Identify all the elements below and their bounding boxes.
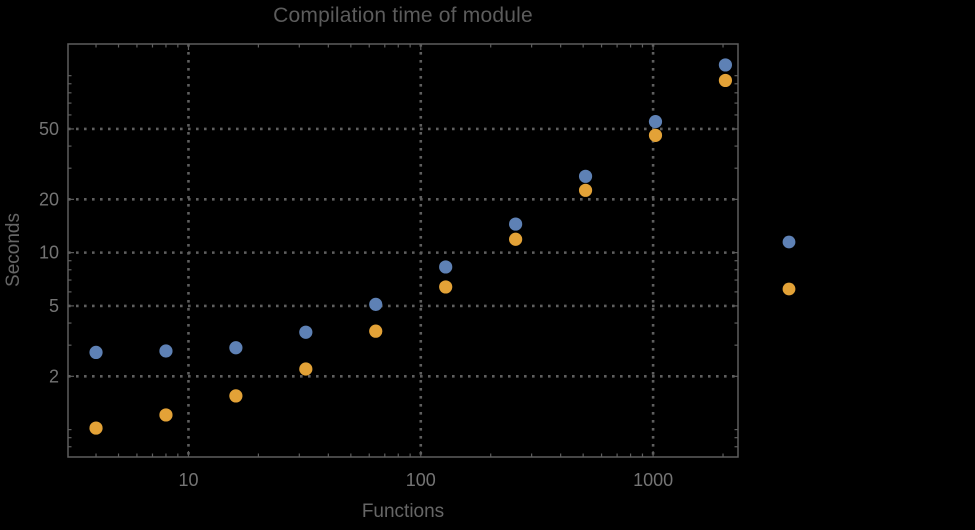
data-point-series-blue-x4 (89, 345, 103, 360)
y-tick-label-20: 20 (39, 189, 59, 209)
data-point-series-blue-x64 (369, 297, 383, 311)
data-point-series-blue-x512 (578, 169, 593, 183)
data-point-series-orange-x8 (159, 408, 173, 422)
data-point-series-orange-x16 (229, 389, 243, 403)
data-point-series-orange-x32 (299, 362, 313, 376)
x-tick-label-10: 10 (178, 470, 198, 490)
y-tick-label-50: 50 (39, 119, 59, 139)
y-tick-label-5: 5 (49, 296, 59, 316)
chart-title: Compilation time of module (273, 4, 533, 27)
y-axis-label: Seconds (3, 213, 24, 287)
data-point-series-blue-x32 (299, 325, 313, 339)
x-axis-label: Functions (361, 501, 445, 522)
data-point-series-blue-x1024 (648, 115, 663, 129)
plot-frame (67, 43, 739, 458)
y-tick-label-2: 2 (49, 366, 59, 386)
data-point-series-orange-x1024 (648, 128, 663, 142)
x-tick-label-100: 100 (406, 470, 436, 490)
y-tick-label-10: 10 (39, 243, 59, 263)
data-point-series-orange-x256 (509, 232, 523, 246)
data-point-series-orange-x4 (89, 421, 103, 435)
x-tick-label-1000: 1000 (633, 470, 673, 490)
data-point-series-blue-x256 (509, 217, 523, 231)
data-point-series-blue-x8 (159, 344, 173, 358)
data-point-series-orange-x64 (369, 324, 383, 338)
data-point-series-orange-x128 (439, 280, 453, 294)
legend-marker-1 (782, 235, 796, 249)
data-point-series-blue-x128 (439, 260, 453, 274)
data-point-series-blue-x16 (229, 341, 243, 355)
legend-marker-2 (782, 282, 796, 296)
data-point-series-orange-x2048 (718, 73, 733, 88)
data-point-series-orange-x512 (578, 183, 593, 197)
data-point-series-blue-x2048 (718, 58, 733, 72)
